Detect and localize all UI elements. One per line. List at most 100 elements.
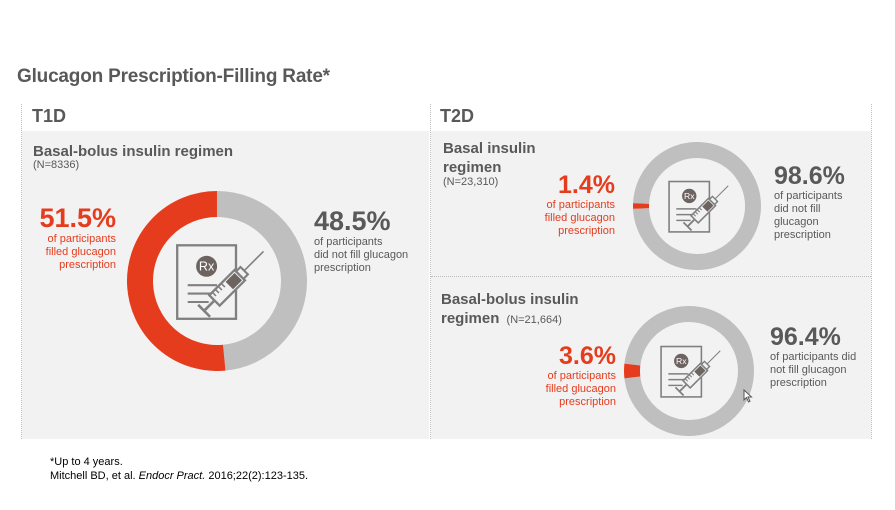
syringe-needle bbox=[243, 250, 265, 272]
syringe-handle bbox=[682, 221, 693, 232]
filled-percent: 1.4% bbox=[558, 171, 615, 199]
prescription-syringe-icon: Rx bbox=[660, 345, 721, 398]
filled-description: of participants filled glucagon prescrip… bbox=[18, 233, 116, 272]
desc-line: of participants bbox=[546, 199, 615, 211]
rx-badge bbox=[682, 188, 697, 204]
syringe-tick bbox=[694, 211, 699, 215]
divider-middle bbox=[430, 104, 431, 439]
syringe-tick bbox=[698, 207, 703, 211]
rx-text: Rx bbox=[676, 356, 687, 366]
desc-line: glucagon bbox=[774, 216, 819, 228]
syringe-tick bbox=[217, 285, 223, 291]
rx-badge bbox=[196, 255, 218, 277]
footnote-duration: *Up to 4 years. bbox=[50, 456, 123, 468]
filled-stat: 51.5% of participants filled glucagon pr… bbox=[18, 203, 116, 272]
filled-stat: 3.6% of participants filled glucagon pre… bbox=[520, 342, 616, 409]
not-filled-percent: 98.6% bbox=[774, 162, 845, 190]
filled-percent: 3.6% bbox=[559, 342, 616, 370]
not-filled-percent: 48.5% bbox=[314, 206, 391, 236]
syringe bbox=[674, 350, 721, 397]
t1d-group-header: Basal-bolus insulin regimen (N=8336) bbox=[33, 142, 233, 171]
donut-chart-t2d-basal-bolus: Rx bbox=[624, 306, 754, 436]
group-title: Basal-bolus insulin regimen bbox=[33, 143, 234, 160]
desc-line: prescription bbox=[314, 262, 371, 274]
desc-line: did not fill bbox=[774, 203, 821, 215]
sample-size: (N=21,664) bbox=[506, 314, 562, 326]
not-filled-description: of participants did not fill glucagon pr… bbox=[774, 190, 869, 242]
filled-percent: 51.5% bbox=[39, 203, 116, 233]
t2d-basal-bolus-group-header: Basal-bolus insulin regimen (N=21,664) bbox=[441, 290, 579, 330]
donut-chart-t1d: Rx bbox=[127, 191, 307, 371]
donut-slice-not-filled bbox=[624, 306, 754, 436]
not-filled-stat: 98.6% of participants did not fill gluca… bbox=[774, 162, 869, 242]
donut-chart-t2d-basal: Rx bbox=[633, 142, 761, 270]
t2d-basal-group-header: Basal insulin regimen (N=23,310) bbox=[443, 139, 536, 188]
filled-description: of participants filled glucagon prescrip… bbox=[520, 199, 615, 238]
filled-description: of participants filled glucagon prescrip… bbox=[520, 370, 616, 409]
syringe-barrel bbox=[689, 197, 717, 224]
desc-line: did not fill glucagon bbox=[314, 249, 409, 261]
group-title-line: regimen bbox=[443, 159, 502, 176]
desc-line: filled glucagon bbox=[544, 212, 615, 224]
rx-badge bbox=[674, 353, 689, 369]
syringe-plunger bbox=[686, 218, 696, 228]
syringe-barrel bbox=[207, 268, 247, 308]
syringe-needle bbox=[714, 185, 729, 200]
sample-size: (N=8336) bbox=[33, 159, 80, 171]
desc-line: filled glucagon bbox=[45, 246, 116, 258]
syringe-liquid bbox=[702, 200, 714, 212]
syringe-handle bbox=[674, 386, 685, 397]
donut-slice-filled bbox=[127, 191, 226, 371]
group-title-line: regimen (N=21,664) bbox=[441, 309, 579, 330]
syringe-liquid bbox=[225, 272, 242, 290]
syringe-plunger bbox=[678, 383, 688, 393]
group-title-line: Basal-bolus insulin bbox=[441, 291, 579, 308]
desc-line: prescription bbox=[558, 225, 615, 237]
page-title: Glucagon Prescription-Filling Rate* bbox=[17, 66, 330, 87]
citation-details: 2016;22(2):123-135. bbox=[205, 470, 309, 482]
donut-slice-not-filled bbox=[633, 142, 761, 270]
syringe bbox=[197, 250, 265, 318]
desc-line: prescription bbox=[774, 229, 831, 241]
desc-line: not fill glucagon bbox=[770, 364, 847, 376]
divider-right bbox=[871, 104, 872, 439]
syringe-tick bbox=[696, 209, 701, 213]
syringe-liquid bbox=[694, 365, 706, 377]
syringe-tick bbox=[220, 282, 226, 288]
prescription-syringe-icon: Rx bbox=[176, 244, 265, 320]
filled-stat: 1.4% of participants filled glucagon pre… bbox=[520, 172, 615, 238]
mouse-cursor-icon bbox=[743, 389, 753, 403]
not-filled-description: of participants did not fill glucagon pr… bbox=[314, 236, 429, 275]
syringe-tick bbox=[692, 213, 697, 217]
t2d-heading: T2D bbox=[440, 106, 475, 126]
rx-text: Rx bbox=[684, 191, 695, 201]
citation-journal: Endocr Pract. bbox=[138, 470, 206, 482]
syringe-plunger bbox=[203, 299, 216, 312]
t1d-heading: T1D bbox=[32, 106, 67, 126]
footnote-citation: Mitchell BD, et al. Endocr Pract. 2016;2… bbox=[50, 469, 308, 483]
syringe-tick bbox=[690, 372, 695, 376]
desc-line: filled glucagon bbox=[545, 383, 616, 395]
syringe-handle bbox=[197, 303, 211, 318]
prescription-syringe-icon: Rx bbox=[668, 180, 729, 233]
not-filled-percent: 96.4% bbox=[770, 323, 841, 351]
divider-left bbox=[21, 104, 22, 439]
desc-line: of participants bbox=[47, 233, 116, 245]
syringe-barrel bbox=[681, 362, 709, 389]
desc-line: prescription bbox=[559, 396, 616, 408]
donut-slice-not-filled bbox=[216, 191, 307, 371]
not-filled-description: of participants did not fill glucagon pr… bbox=[770, 351, 870, 390]
desc-line: of participants bbox=[547, 370, 616, 382]
not-filled-stat: 96.4% of participants did not fill gluca… bbox=[770, 323, 870, 390]
divider-t2d-groups bbox=[431, 276, 871, 277]
not-filled-stat: 48.5% of participants did not fill gluca… bbox=[314, 206, 429, 275]
sample-size: (N=23,310) bbox=[443, 176, 499, 188]
desc-line: prescription bbox=[770, 377, 827, 389]
citation-authors: Mitchell BD, et al. bbox=[50, 470, 139, 482]
syringe-tick bbox=[688, 374, 693, 378]
syringe bbox=[682, 185, 729, 232]
desc-line: of participants bbox=[314, 236, 383, 248]
syringe-tick bbox=[214, 288, 220, 294]
syringe-needle bbox=[706, 350, 721, 365]
syringe-tick bbox=[211, 291, 217, 297]
